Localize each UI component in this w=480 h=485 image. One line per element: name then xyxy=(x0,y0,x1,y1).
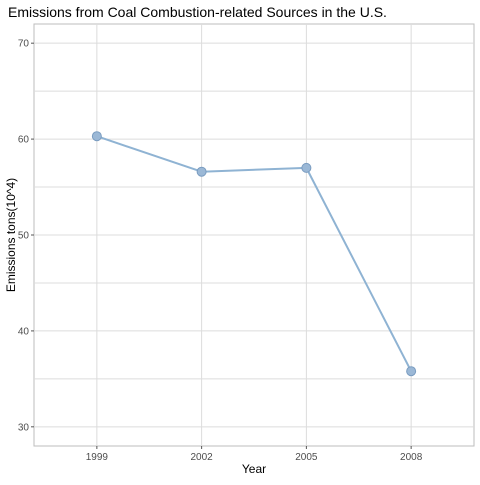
x-tick-label: 2005 xyxy=(295,452,318,463)
data-point xyxy=(406,366,417,377)
data-point xyxy=(91,131,102,142)
chart-title: Emissions from Coal Combustion-related S… xyxy=(8,4,387,20)
data-point xyxy=(196,166,207,177)
series-layer xyxy=(91,131,417,377)
x-axis-label: Year xyxy=(242,462,266,476)
series-line xyxy=(96,135,413,372)
y-tick-label: 50 xyxy=(18,231,30,242)
x-tick-label: 1999 xyxy=(86,452,109,463)
y-tick-label: 30 xyxy=(18,422,30,433)
y-tick-label: 70 xyxy=(18,39,30,50)
y-axis-label: Emissions tons(10^4) xyxy=(4,178,18,292)
y-tick-label: 60 xyxy=(18,135,30,146)
x-tick-label: 2008 xyxy=(400,452,423,463)
x-axis-ticks: 1999 2002 2005 2008 xyxy=(86,446,423,463)
y-axis-ticks: 30 40 50 60 70 xyxy=(18,39,34,433)
y-tick-label: 40 xyxy=(18,326,30,337)
grid-lines xyxy=(34,24,474,446)
x-tick-label: 2002 xyxy=(190,452,213,463)
data-point xyxy=(301,162,312,173)
